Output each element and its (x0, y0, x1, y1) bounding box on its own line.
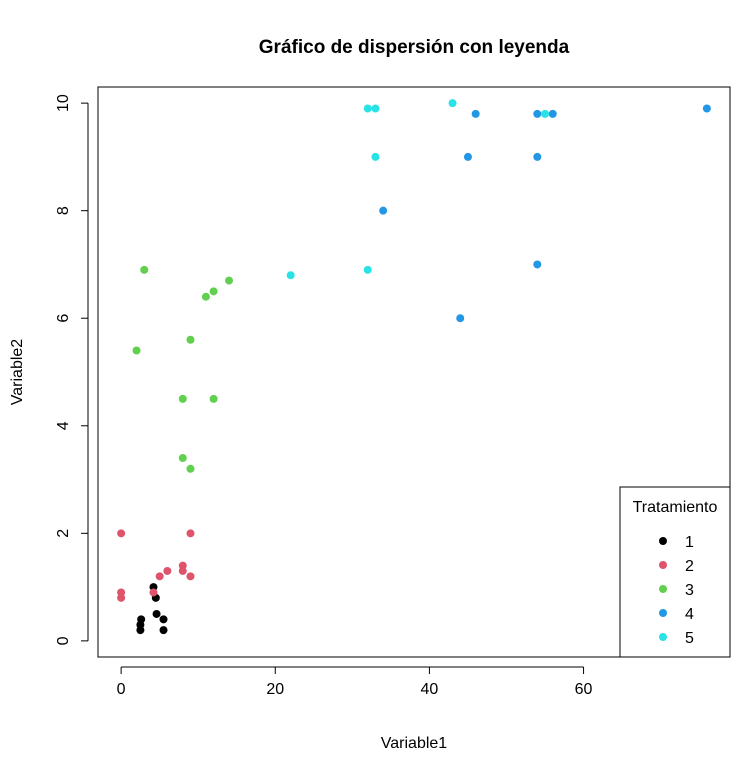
legend-marker-5 (659, 633, 667, 641)
data-point-series-5 (363, 104, 372, 113)
data-point-series-5 (363, 265, 372, 274)
data-point-series-3 (178, 394, 187, 403)
y-tick-label: 8 (55, 206, 72, 215)
legend-marker-1 (659, 537, 667, 545)
data-point-series-4 (533, 260, 542, 269)
y-tick-label: 4 (55, 421, 72, 430)
data-point-series-3 (178, 454, 187, 463)
data-point-series-2 (149, 588, 158, 597)
legend-label-4: 4 (685, 606, 694, 623)
y-tick-label: 6 (55, 314, 72, 323)
data-point-series-5 (286, 271, 295, 280)
legend-marker-4 (659, 609, 667, 617)
data-point-series-3 (186, 464, 195, 473)
legend-label-2: 2 (685, 558, 694, 575)
data-point-series-2 (117, 593, 126, 602)
chart-title: Gráfico de dispersión con leyenda (259, 37, 570, 58)
data-point-series-2 (178, 566, 187, 575)
data-point-series-2 (117, 529, 126, 538)
data-point-series-4 (456, 314, 465, 323)
data-point-series-4 (702, 104, 711, 113)
x-tick-label: 20 (266, 681, 284, 698)
data-point-series-3 (225, 276, 234, 285)
data-point-series-3 (209, 287, 218, 296)
data-point-series-5 (448, 99, 457, 108)
data-point-series-3 (201, 292, 210, 301)
data-point-series-4 (548, 109, 557, 118)
data-point-series-3 (209, 394, 218, 403)
legend-items: 1 2 3 4 5 (659, 534, 694, 647)
data-point-series-2 (186, 572, 195, 581)
x-tick-label: 60 (575, 681, 593, 698)
data-point-series-4 (379, 206, 388, 215)
data-point-series-1 (152, 609, 161, 618)
x-tick-label: 40 (421, 681, 439, 698)
data-point-series-4 (463, 152, 472, 161)
legend-label-1: 1 (685, 534, 694, 551)
data-points (117, 99, 711, 635)
y-tick-label: 10 (55, 94, 72, 112)
x-axis: 0 20 40 60 (117, 666, 593, 698)
legend-box (619, 486, 731, 658)
data-point-series-4 (533, 109, 542, 118)
data-point-series-4 (533, 152, 542, 161)
data-point-series-5 (541, 109, 550, 118)
data-point-series-3 (140, 265, 149, 274)
plot-frame (97, 86, 731, 658)
data-point-series-2 (155, 572, 164, 581)
legend-marker-3 (659, 585, 667, 593)
data-point-series-1 (137, 615, 146, 624)
data-point-series-1 (159, 626, 168, 635)
data-point-series-1 (159, 615, 168, 624)
y-axis: 0 2 4 6 8 10 (55, 94, 89, 645)
data-point-series-3 (186, 335, 195, 344)
x-tick-label: 0 (117, 681, 126, 698)
y-tick-label: 2 (55, 529, 72, 538)
legend-label-3: 3 (685, 582, 694, 599)
y-axis-label: Variable2 (9, 339, 26, 406)
data-point-series-2 (186, 529, 195, 538)
legend-marker-2 (659, 561, 667, 569)
legend-label-5: 5 (685, 630, 694, 647)
data-point-series-4 (471, 109, 480, 118)
data-point-series-3 (132, 346, 141, 355)
data-point-series-5 (371, 152, 380, 161)
legend: Tratamiento 1 2 3 4 5 (619, 486, 731, 658)
data-point-series-2 (163, 566, 172, 575)
data-point-series-5 (371, 104, 380, 113)
legend-title: Tratamiento (633, 499, 718, 516)
x-axis-label: Variable1 (381, 735, 448, 752)
y-tick-label: 0 (55, 636, 72, 645)
